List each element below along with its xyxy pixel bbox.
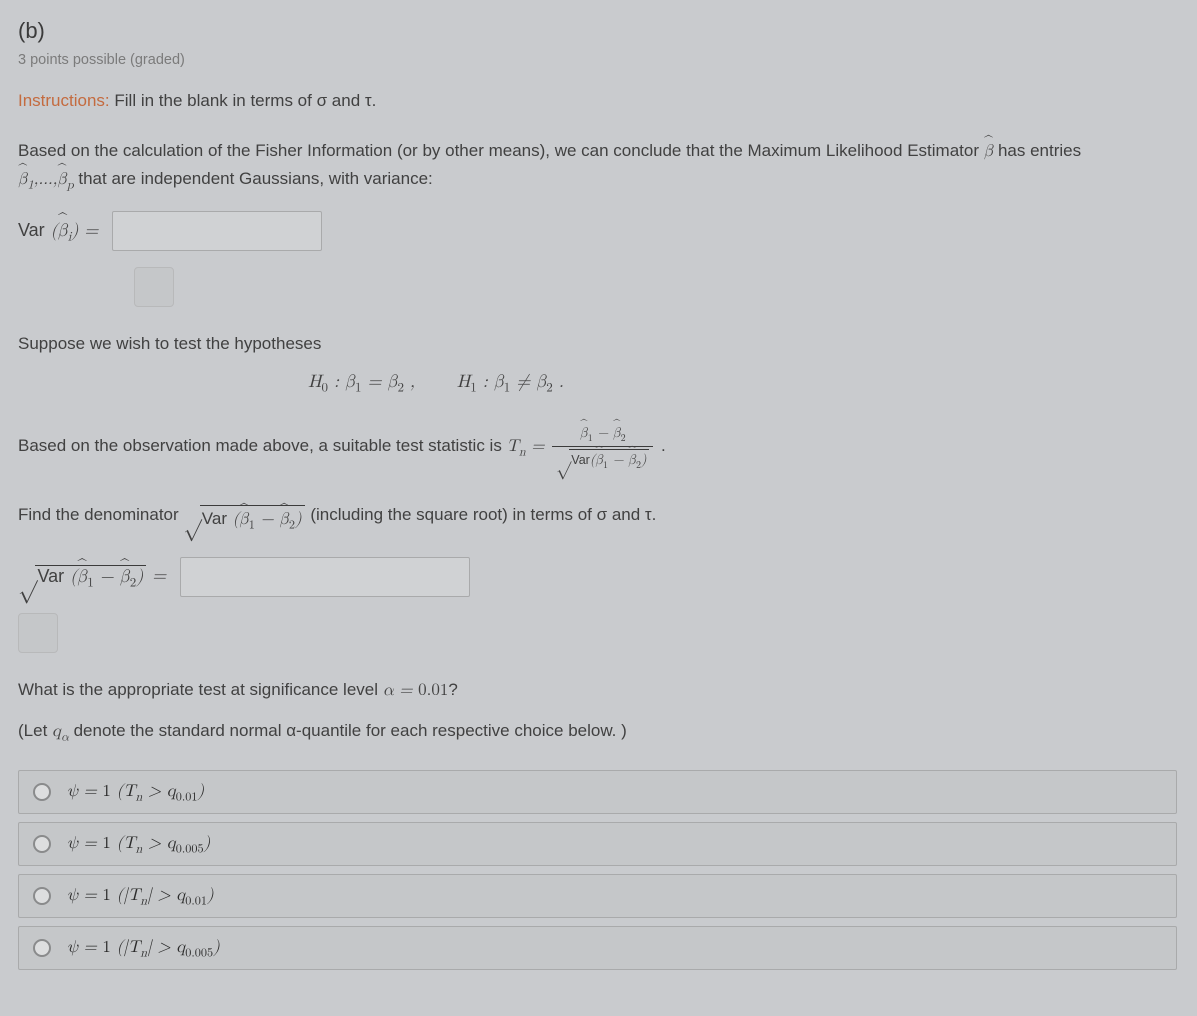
find-denominator-line: Find the denominator √Var (β1 − β2) (inc… bbox=[18, 502, 1177, 533]
test-stat-post: . bbox=[661, 436, 666, 455]
choice-2-label: ψ = 1 (Tn > q0.005) bbox=[67, 834, 210, 854]
test-statistic-line: Based on the observation made above, a s… bbox=[18, 423, 1177, 471]
points-possible: 3 points possible (graded) bbox=[18, 52, 1177, 68]
intro-paragraph: Based on the calculation of the Fisher I… bbox=[18, 138, 1177, 193]
choice-1[interactable]: ψ = 1 (Tn > q0.01) bbox=[18, 770, 1177, 814]
denominator-input[interactable] bbox=[180, 557, 470, 597]
h1: H1 : β1 ≠ β2 . bbox=[457, 373, 564, 391]
variance-status-box bbox=[134, 267, 174, 307]
instructions-line: Instructions: Fill in the blank in terms… bbox=[18, 88, 1177, 114]
choice-4-label: ψ = 1 (|Tn| > q0.005) bbox=[67, 938, 220, 958]
part-label: (b) bbox=[18, 18, 1177, 44]
denominator-label: √Var (β1 − β2) = bbox=[18, 565, 166, 588]
test-stat-pre: Based on the observation made above, a s… bbox=[18, 436, 507, 455]
intro-text-2: has entries bbox=[998, 141, 1081, 160]
denom-post: (including the square root) in terms of … bbox=[310, 505, 656, 524]
hypotheses-intro: Suppose we wish to test the hypotheses bbox=[18, 331, 1177, 357]
radio-icon bbox=[33, 783, 51, 801]
note-pre: (Let bbox=[18, 721, 52, 740]
quantile-note: (Let qα denote the standard normal α-qua… bbox=[18, 718, 1177, 745]
h0: H0 : β1 = β2 , bbox=[308, 373, 415, 391]
note-post: denote the standard normal α-quantile fo… bbox=[69, 721, 627, 740]
choice-3-label: ψ = 1 (|Tn| > q0.01) bbox=[67, 886, 214, 906]
choice-4[interactable]: ψ = 1 (|Tn| > q0.005) bbox=[18, 926, 1177, 970]
hypotheses-equation: H0 : β1 = β2 , H1 : β1 ≠ β2 . bbox=[18, 371, 1177, 393]
variance-input-row: Var (βi) = bbox=[18, 211, 1177, 251]
radio-icon bbox=[33, 835, 51, 853]
radio-icon bbox=[33, 939, 51, 957]
variance-label: Var (βi) = bbox=[18, 220, 98, 242]
choice-2[interactable]: ψ = 1 (Tn > q0.005) bbox=[18, 822, 1177, 866]
denominator-status-box bbox=[18, 613, 58, 653]
intro-text-3: that are independent Gaussians, with var… bbox=[78, 169, 432, 188]
choice-3[interactable]: ψ = 1 (|Tn| > q0.01) bbox=[18, 874, 1177, 918]
instructions-label: Instructions: bbox=[18, 91, 110, 110]
radio-icon bbox=[33, 887, 51, 905]
denominator-input-row: √Var (β1 − β2) = bbox=[18, 557, 1177, 597]
choice-1-label: ψ = 1 (Tn > q0.01) bbox=[67, 782, 204, 802]
intro-text-1: Based on the calculation of the Fisher I… bbox=[18, 141, 984, 160]
q3-pre: What is the appropriate test at signific… bbox=[18, 680, 383, 699]
denom-pre: Find the denominator bbox=[18, 505, 183, 524]
instructions-text: Fill in the blank in terms of σ and τ. bbox=[110, 91, 377, 110]
q3-post: ? bbox=[448, 680, 457, 699]
appropriate-test-question: What is the appropriate test at signific… bbox=[18, 677, 1177, 704]
variance-input[interactable] bbox=[112, 211, 322, 251]
